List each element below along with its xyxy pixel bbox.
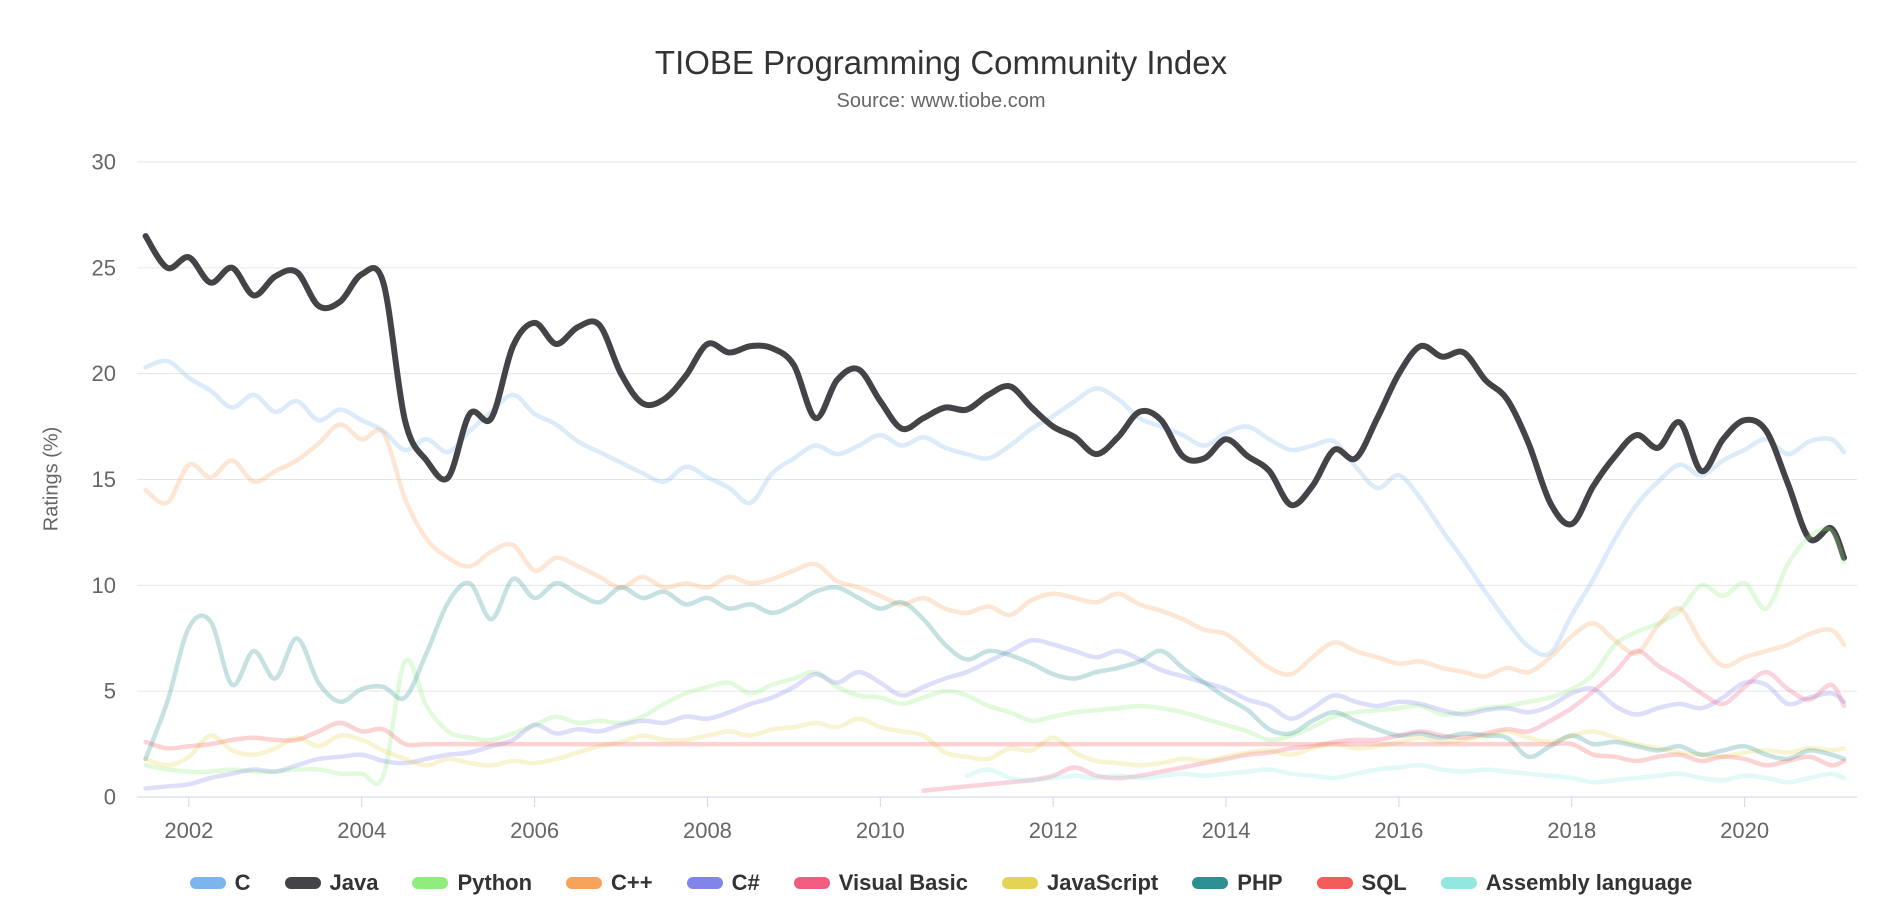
chart-title: TIOBE Programming Community Index bbox=[654, 44, 1228, 81]
legend-item-php[interactable]: PHP bbox=[1192, 870, 1283, 896]
legend-item-javascript[interactable]: JavaScript bbox=[1001, 870, 1159, 896]
x-tick-label-2006: 2006 bbox=[510, 818, 559, 843]
legend-swatch-c bbox=[566, 877, 603, 889]
x-tick-label-2014: 2014 bbox=[1202, 818, 1251, 843]
legend-label-visual-basic: Visual Basic bbox=[838, 870, 968, 895]
y-tick-label-30: 30 bbox=[92, 150, 116, 175]
legend-item-python[interactable]: Python bbox=[412, 870, 532, 896]
series-line-php[interactable] bbox=[143, 576, 1847, 762]
x-tick-label-2002: 2002 bbox=[164, 818, 213, 843]
y-tick-label-0: 0 bbox=[104, 785, 116, 810]
legend-label-php: PHP bbox=[1237, 870, 1283, 895]
legend-label-c: C bbox=[234, 870, 251, 895]
y-tick-label-15: 15 bbox=[92, 467, 116, 492]
y-tick-label-5: 5 bbox=[104, 679, 116, 704]
series-line-python[interactable] bbox=[143, 526, 1847, 786]
x-tick-label-2020: 2020 bbox=[1720, 818, 1769, 843]
legend-item-visual-basic[interactable]: Visual Basic bbox=[793, 870, 968, 896]
series-line-assembly-language[interactable] bbox=[964, 762, 1847, 785]
x-tick-label-2010: 2010 bbox=[856, 818, 905, 843]
legend-swatch-php bbox=[1192, 877, 1229, 889]
series-line-c[interactable] bbox=[143, 358, 1847, 658]
legend-label-c: C++ bbox=[611, 870, 653, 895]
y-tick-label-25: 25 bbox=[92, 255, 116, 280]
legend-label-assembly-language: Assembly language bbox=[1485, 870, 1693, 895]
legend-item-c[interactable]: C++ bbox=[566, 870, 653, 896]
legend: C Java Python C++ C# Visual Basic JavaScript PH… bbox=[0, 870, 1882, 896]
series-line-sql[interactable] bbox=[143, 720, 1847, 768]
legend-item-c[interactable]: C# bbox=[686, 870, 760, 896]
series-line-java[interactable] bbox=[142, 233, 1847, 561]
legend-swatch-assembly-language bbox=[1440, 877, 1477, 889]
legend-item-assembly-language[interactable]: Assembly language bbox=[1440, 870, 1693, 896]
legend-item-sql[interactable]: SQL bbox=[1316, 870, 1407, 896]
legend-label-javascript: JavaScript bbox=[1046, 870, 1159, 895]
legend-label-python: Python bbox=[457, 870, 533, 895]
legend-swatch-python bbox=[412, 877, 449, 889]
legend-swatch-java bbox=[284, 877, 321, 889]
chart-subtitle: Source: www.tiobe.com bbox=[836, 90, 1046, 112]
series-line-c[interactable] bbox=[143, 637, 1847, 791]
legend-swatch-javascript bbox=[1001, 877, 1038, 889]
legend-label-sql: SQL bbox=[1361, 870, 1407, 895]
x-tick-label-2004: 2004 bbox=[337, 818, 386, 843]
y-tick-label-20: 20 bbox=[92, 361, 116, 386]
legend-swatch-c bbox=[686, 877, 723, 889]
x-tick-label-2018: 2018 bbox=[1547, 818, 1596, 843]
x-tick-label-2008: 2008 bbox=[683, 818, 732, 843]
x-tick-label-2012: 2012 bbox=[1029, 818, 1078, 843]
legend-swatch-c bbox=[189, 877, 226, 889]
legend-swatch-sql bbox=[1316, 877, 1353, 889]
y-tick-label-10: 10 bbox=[92, 573, 116, 598]
x-tick-label-2016: 2016 bbox=[1374, 818, 1423, 843]
legend-item-c[interactable]: C bbox=[189, 870, 251, 896]
series-line-javascript[interactable] bbox=[143, 716, 1847, 768]
legend-swatch-visual-basic bbox=[793, 877, 830, 889]
legend-item-java[interactable]: Java bbox=[284, 870, 379, 896]
legend-label-java: Java bbox=[329, 870, 379, 895]
series-line-visual-basic[interactable] bbox=[921, 648, 1847, 793]
series-line-c[interactable] bbox=[143, 422, 1847, 679]
legend-label-c: C# bbox=[731, 870, 760, 895]
